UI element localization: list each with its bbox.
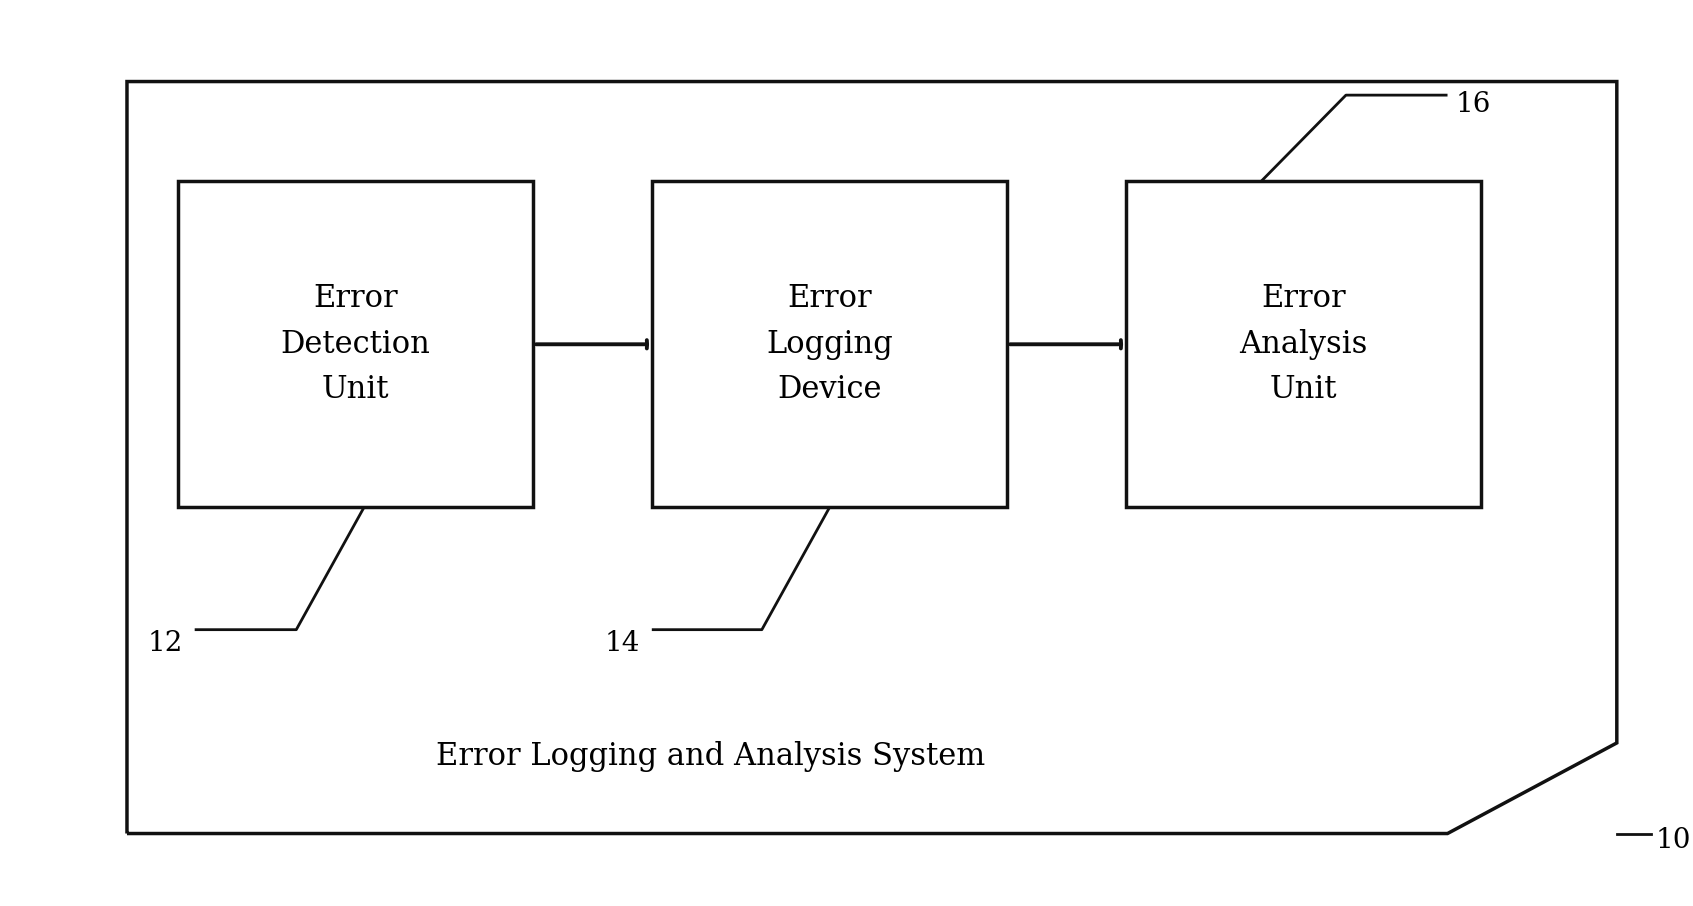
Text: 16: 16 bbox=[1456, 91, 1492, 118]
Text: Error Logging and Analysis System: Error Logging and Analysis System bbox=[437, 741, 985, 772]
Bar bbox=[1126, 181, 1481, 507]
Text: Error
Detection
Unit: Error Detection Unit bbox=[281, 284, 430, 405]
Text: 12: 12 bbox=[147, 630, 183, 657]
Text: 14: 14 bbox=[604, 630, 640, 657]
Text: Error
Analysis
Unit: Error Analysis Unit bbox=[1239, 284, 1368, 405]
Text: 10: 10 bbox=[1656, 827, 1691, 854]
Text: Error
Logging
Device: Error Logging Device bbox=[767, 284, 892, 405]
Bar bbox=[652, 181, 1007, 507]
Bar bbox=[178, 181, 533, 507]
